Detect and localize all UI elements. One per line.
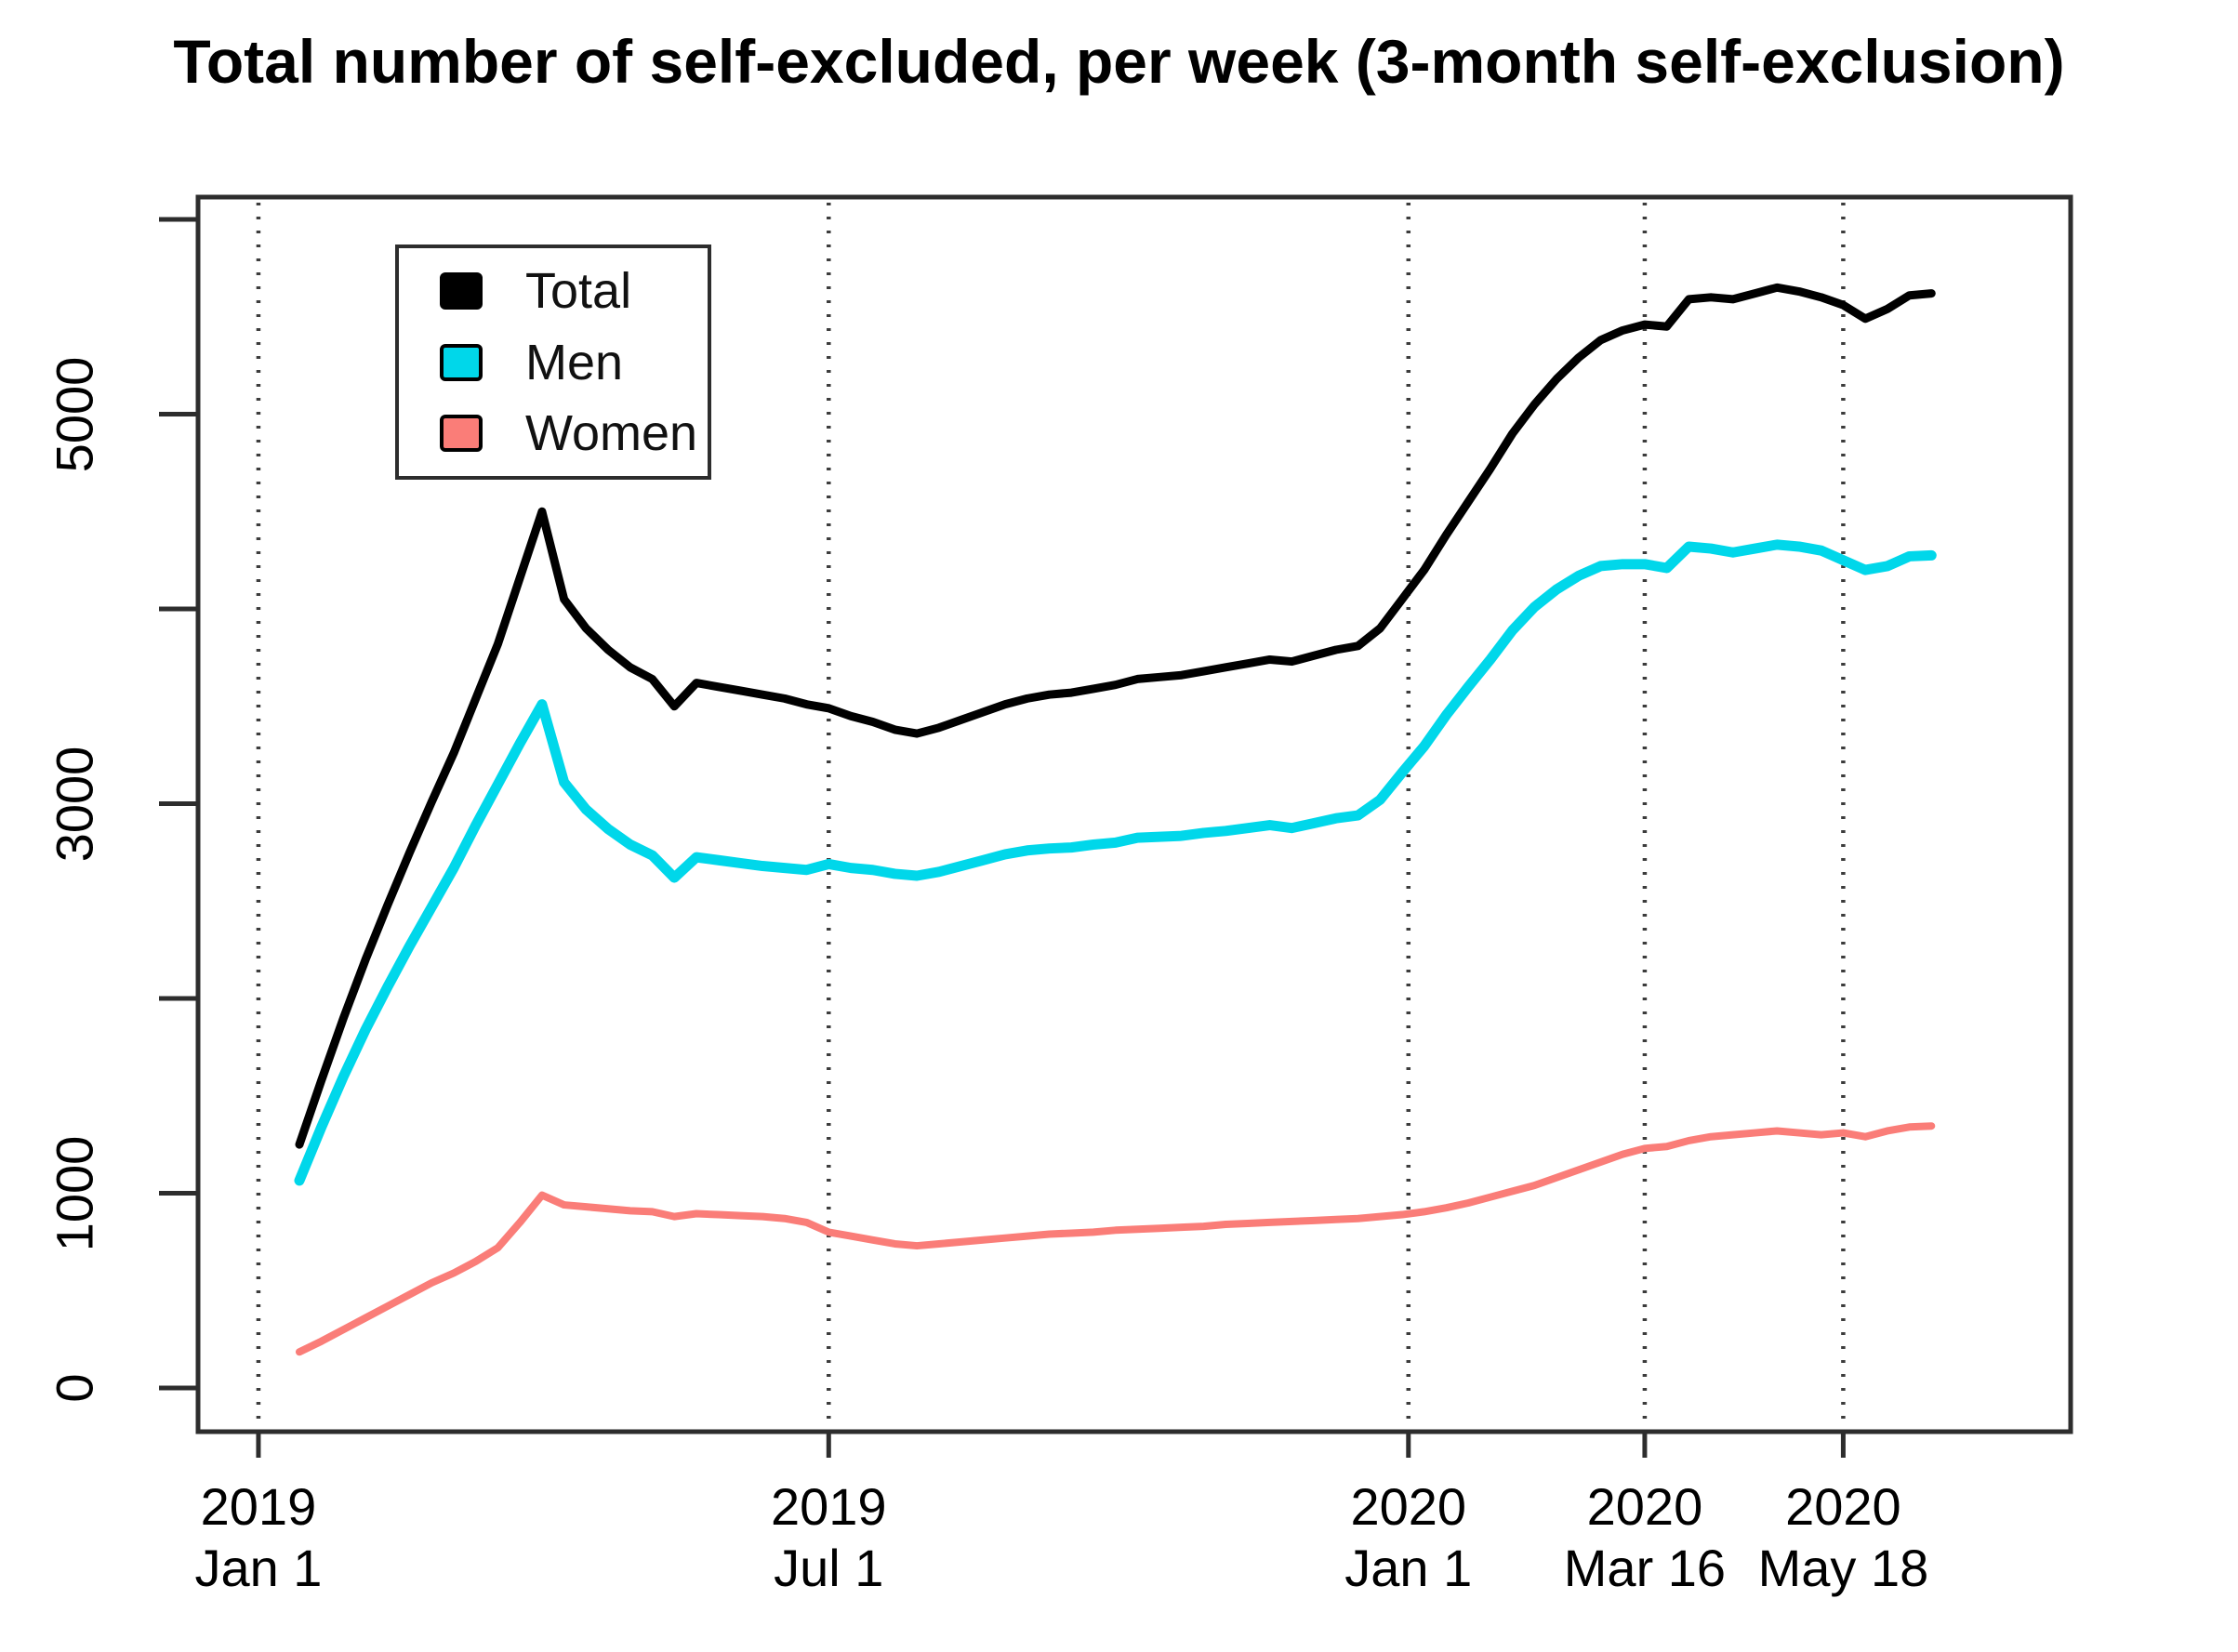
x-tick-label: 2020 Jan 1 bbox=[1344, 1477, 1473, 1597]
legend-item-men: Men bbox=[440, 334, 708, 391]
legend-item-total: Total bbox=[440, 262, 708, 320]
y-tick-label: 1000 bbox=[45, 1135, 104, 1251]
legend-swatch-women bbox=[440, 415, 483, 453]
series-line-total bbox=[295, 283, 1936, 1149]
legend-label: Total bbox=[525, 262, 632, 319]
y-tick-label: 0 bbox=[45, 1373, 104, 1403]
x-tick-label: 2019 Jul 1 bbox=[770, 1477, 887, 1597]
x-tick-label: 2020 Mar 16 bbox=[1563, 1477, 1727, 1597]
y-tick-label: 3000 bbox=[45, 746, 104, 862]
series-line-women bbox=[296, 1122, 1936, 1356]
legend-swatch-men bbox=[440, 343, 483, 381]
legend: Total Men Women bbox=[395, 244, 711, 480]
plot-box bbox=[195, 194, 2073, 1434]
series-line-men bbox=[294, 539, 1937, 1186]
chart-title: Total number of self-excluded, per week … bbox=[173, 27, 2065, 96]
legend-swatch-total bbox=[440, 271, 483, 310]
x-tick-label: 2020 May 18 bbox=[1757, 1477, 1929, 1597]
legend-label: Men bbox=[525, 334, 624, 390]
x-tick-label: 2019 Jan 1 bbox=[194, 1477, 323, 1597]
legend-item-women: Women bbox=[440, 404, 708, 462]
legend-label: Women bbox=[525, 405, 698, 462]
y-tick-label: 5000 bbox=[45, 356, 104, 472]
